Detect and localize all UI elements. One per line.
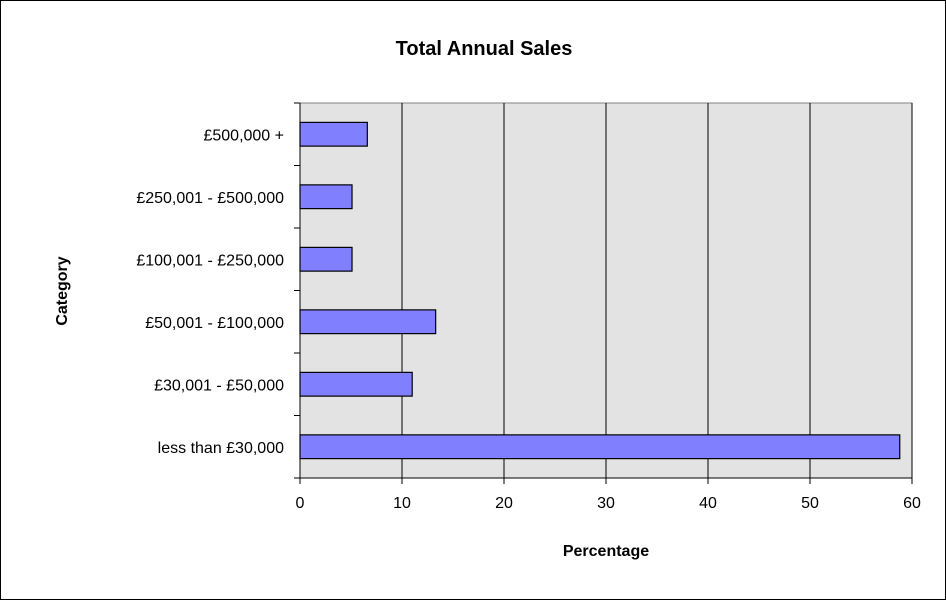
tick-labels: 0 10 20 30 40 50 60 less than £30,000 £30,001 - … bbox=[136, 127, 921, 512]
bar bbox=[299, 434, 901, 460]
x-tick-label: 0 bbox=[296, 495, 305, 512]
x-axis-label: Percentage bbox=[563, 543, 649, 560]
x-tick-label: 60 bbox=[903, 495, 921, 512]
x-tick-label: 10 bbox=[393, 495, 411, 512]
y-tick-label: less than £30,000 bbox=[158, 440, 284, 457]
y-tick-label: £500,000 + bbox=[203, 127, 284, 144]
x-tick-label: 30 bbox=[597, 495, 615, 512]
bar bbox=[299, 371, 413, 397]
y-tick-label: £50,001 - £100,000 bbox=[145, 315, 284, 332]
bar bbox=[299, 246, 353, 272]
bar bbox=[299, 121, 368, 147]
y-tick-label: £30,001 - £50,000 bbox=[154, 377, 284, 394]
gridlines bbox=[401, 103, 913, 478]
x-tick-label: 50 bbox=[801, 495, 819, 512]
x-tick-label: 40 bbox=[699, 495, 717, 512]
y-tick-label: £100,001 - £250,000 bbox=[136, 252, 284, 269]
y-axis-label: Category bbox=[54, 256, 71, 325]
bar bbox=[299, 184, 353, 210]
chart-title: Total Annual Sales bbox=[396, 38, 573, 60]
bars bbox=[299, 121, 901, 460]
y-tick-label: £250,001 - £500,000 bbox=[136, 190, 284, 207]
x-tick-label: 20 bbox=[495, 495, 513, 512]
axes bbox=[294, 102, 913, 484]
bar bbox=[299, 309, 437, 335]
